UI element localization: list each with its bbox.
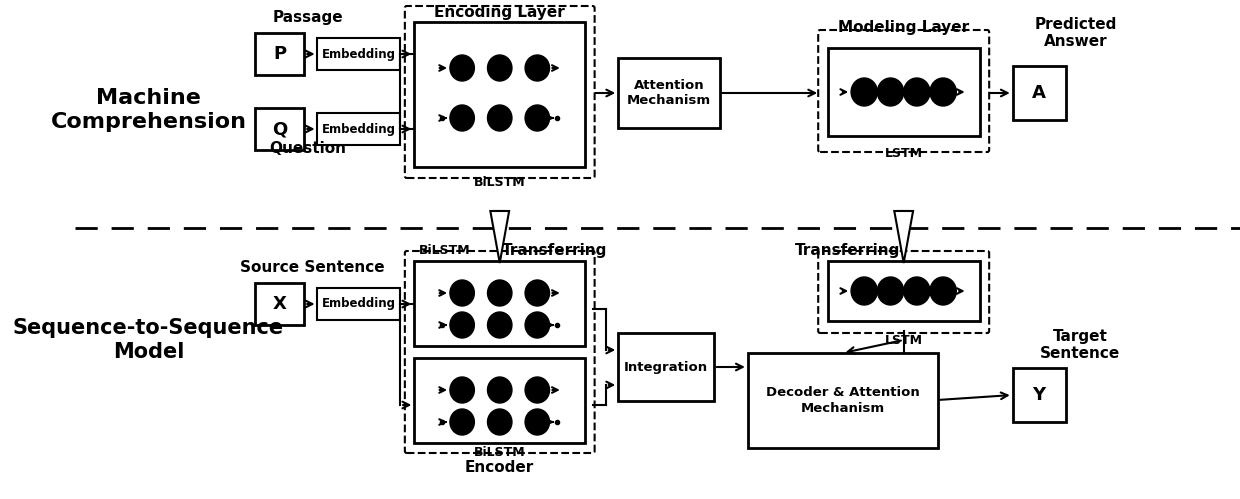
Circle shape	[487, 105, 512, 131]
Bar	[317, 288, 401, 320]
Bar	[255, 108, 304, 150]
Text: Transferring: Transferring	[795, 243, 900, 257]
FancyBboxPatch shape	[818, 30, 990, 152]
Text: Predicted
Answer: Predicted Answer	[1034, 17, 1117, 49]
Bar	[1013, 66, 1066, 120]
Text: Attention
Mechanism: Attention Mechanism	[626, 79, 711, 107]
Text: LSTM: LSTM	[884, 333, 923, 346]
Circle shape	[450, 409, 475, 435]
Bar	[255, 33, 304, 75]
Bar	[618, 58, 719, 128]
Circle shape	[525, 55, 549, 81]
Bar	[827, 48, 980, 136]
Circle shape	[487, 55, 512, 81]
Bar	[317, 38, 401, 70]
Circle shape	[450, 312, 475, 338]
Circle shape	[851, 78, 878, 106]
Bar	[899, 211, 909, 228]
Circle shape	[930, 277, 956, 305]
Circle shape	[930, 78, 956, 106]
Text: LSTM: LSTM	[884, 147, 923, 160]
Circle shape	[878, 78, 904, 106]
Text: Transferring: Transferring	[501, 243, 606, 257]
FancyBboxPatch shape	[404, 251, 595, 453]
Bar	[1013, 368, 1066, 422]
Circle shape	[525, 312, 549, 338]
Text: X: X	[273, 295, 286, 313]
Circle shape	[487, 409, 512, 435]
Bar	[495, 211, 505, 228]
Circle shape	[450, 105, 475, 131]
Circle shape	[525, 409, 549, 435]
FancyBboxPatch shape	[818, 251, 990, 333]
Polygon shape	[894, 211, 913, 263]
Bar	[414, 261, 585, 346]
Text: A: A	[1032, 84, 1045, 102]
Text: BiLSTM: BiLSTM	[474, 176, 526, 189]
Circle shape	[851, 277, 878, 305]
Text: Modeling Layer: Modeling Layer	[838, 20, 970, 35]
Text: Encoder: Encoder	[465, 460, 534, 475]
Circle shape	[450, 280, 475, 306]
Text: Machine
Comprehension: Machine Comprehension	[51, 88, 247, 132]
Circle shape	[450, 55, 475, 81]
Circle shape	[487, 312, 512, 338]
Text: Source Sentence: Source Sentence	[239, 259, 384, 274]
Text: BiLSTM: BiLSTM	[474, 447, 526, 460]
Circle shape	[487, 280, 512, 306]
Bar	[748, 353, 937, 448]
Circle shape	[878, 277, 904, 305]
Text: Passage: Passage	[273, 9, 343, 24]
Bar	[618, 333, 714, 401]
Circle shape	[487, 377, 512, 403]
Circle shape	[525, 105, 549, 131]
Bar	[317, 113, 401, 145]
Text: Q: Q	[273, 120, 288, 138]
Text: Decoder & Attention
Mechanism: Decoder & Attention Mechanism	[766, 386, 920, 415]
Circle shape	[904, 78, 930, 106]
Text: Encoding Layer: Encoding Layer	[434, 5, 565, 20]
Circle shape	[525, 377, 549, 403]
Text: Question: Question	[269, 141, 347, 156]
Bar	[414, 358, 585, 443]
Text: Sequence-to-Sequence
Model: Sequence-to-Sequence Model	[12, 317, 284, 362]
Bar	[414, 22, 585, 167]
Text: Target
Sentence: Target Sentence	[1040, 329, 1121, 361]
FancyBboxPatch shape	[404, 6, 595, 178]
Text: Embedding: Embedding	[322, 47, 396, 60]
Bar	[255, 283, 304, 325]
Circle shape	[450, 377, 475, 403]
Polygon shape	[490, 211, 510, 263]
Circle shape	[904, 277, 930, 305]
Text: P: P	[273, 45, 286, 63]
Text: BiLSTM: BiLSTM	[418, 244, 470, 256]
Text: Y: Y	[1033, 386, 1045, 404]
Bar	[827, 261, 980, 321]
Circle shape	[525, 280, 549, 306]
Text: Integration: Integration	[624, 360, 708, 373]
Text: Embedding: Embedding	[322, 122, 396, 136]
Text: Embedding: Embedding	[322, 297, 396, 310]
